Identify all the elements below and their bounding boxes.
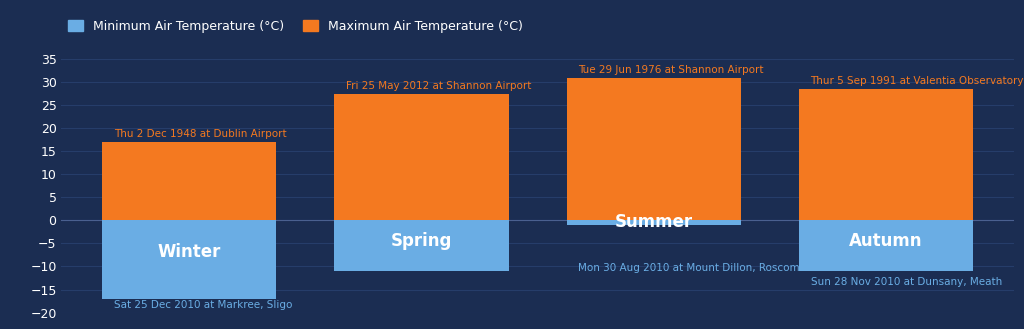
Text: Tue 29 Jun 1976 at Shannon Airport: Tue 29 Jun 1976 at Shannon Airport [579,65,764,75]
Text: Winter: Winter [158,243,221,261]
Bar [799,220,973,271]
Legend: Minimum Air Temperature (°C), Maximum Air Temperature (°C): Minimum Air Temperature (°C), Maximum Ai… [68,20,522,33]
Bar [799,89,973,220]
Bar [102,142,276,220]
Text: Sun 28 Nov 2010 at Dunsany, Meath: Sun 28 Nov 2010 at Dunsany, Meath [811,277,1001,287]
Text: Fri 25 May 2012 at Shannon Airport: Fri 25 May 2012 at Shannon Airport [346,81,531,91]
Text: Mon 30 Aug 2010 at Mount Dillon, Roscommon: Mon 30 Aug 2010 at Mount Dillon, Roscomm… [579,264,823,273]
Text: Thu 2 Dec 1948 at Dublin Airport: Thu 2 Dec 1948 at Dublin Airport [114,129,287,139]
Text: Thur 5 Sep 1991 at Valentia Observatory: Thur 5 Sep 1991 at Valentia Observatory [811,76,1024,87]
Bar [566,220,740,225]
Bar [566,78,740,220]
Bar [102,220,276,299]
Text: Autumn: Autumn [849,232,923,250]
Bar [335,220,509,271]
Text: Sat 25 Dec 2010 at Markree, Sligo: Sat 25 Dec 2010 at Markree, Sligo [114,300,292,310]
Text: Summer: Summer [614,213,693,231]
Bar [335,94,509,220]
Text: Spring: Spring [391,232,453,250]
